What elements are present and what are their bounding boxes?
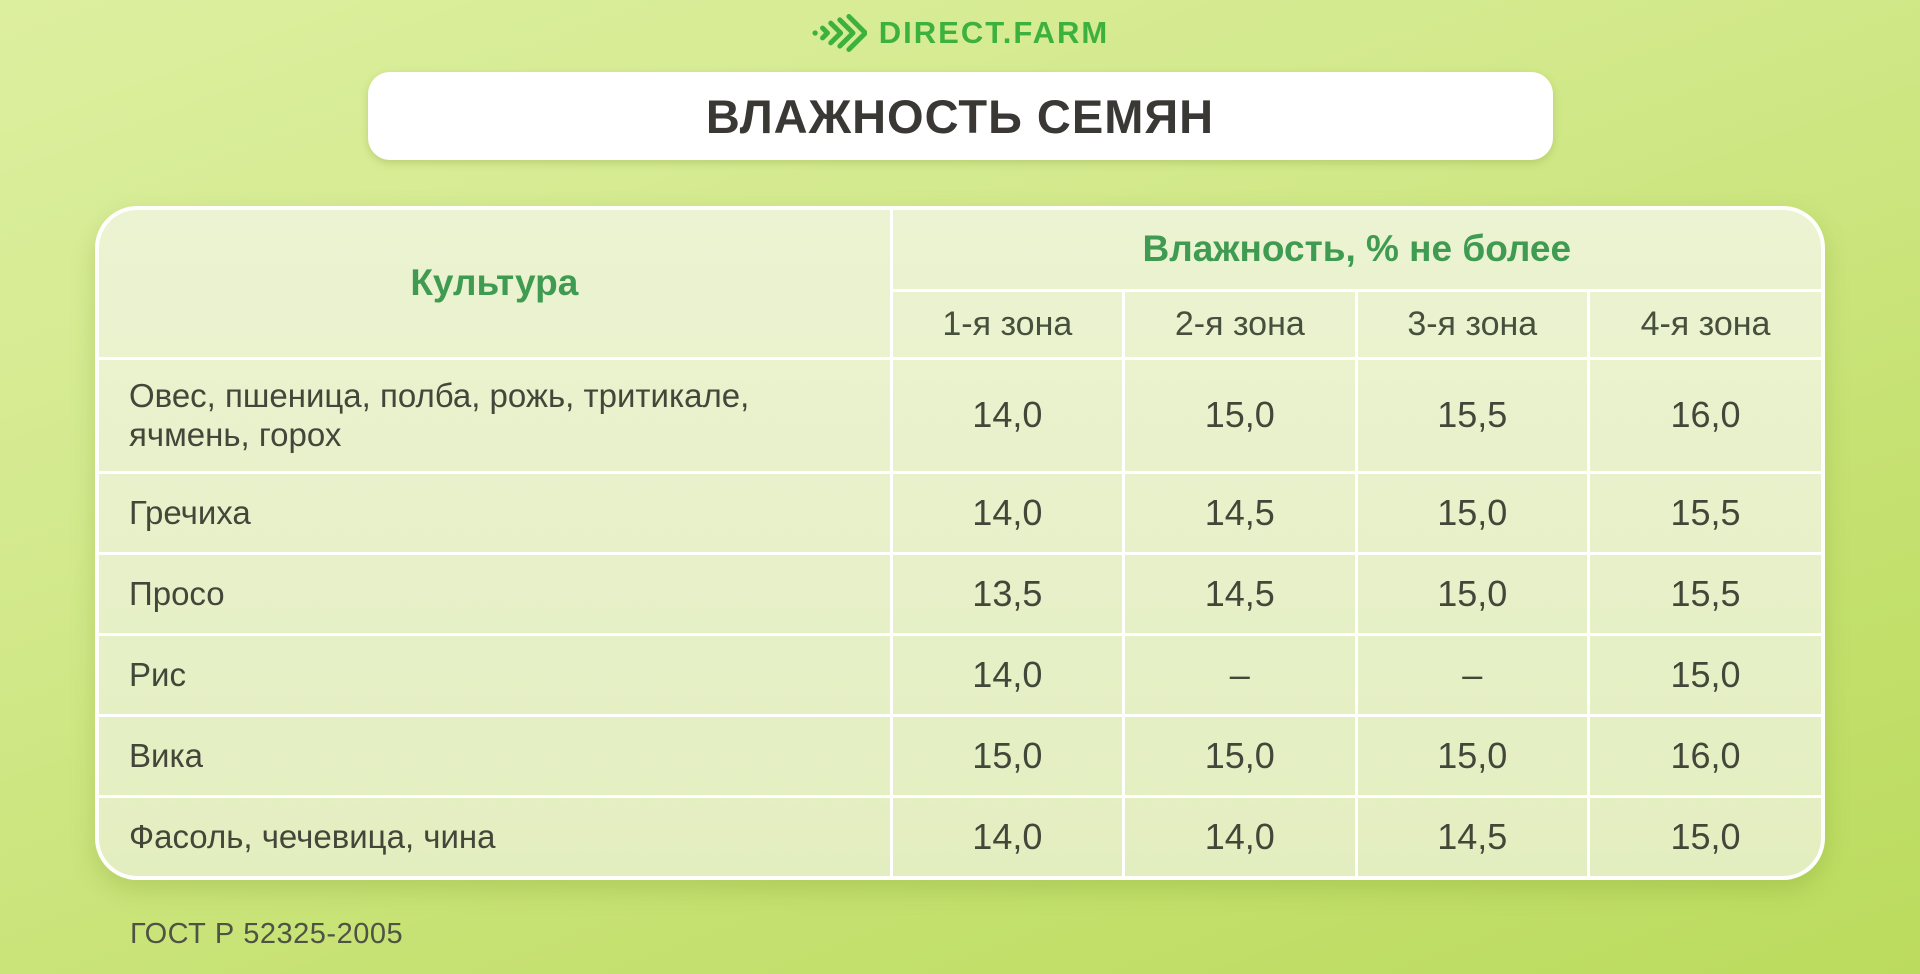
value-cell: 16,0 — [1587, 713, 1821, 798]
table-row: Просо 13,5 14,5 15,0 15,5 — [99, 551, 1821, 636]
value-cell: – — [1122, 632, 1358, 717]
culture-cell: Гречиха — [99, 470, 893, 555]
culture-column-header: Культура — [99, 209, 893, 360]
table-row: Фасоль, чечевица, чина 14,0 14,0 14,5 15… — [99, 794, 1821, 876]
culture-cell: Вика — [99, 713, 893, 798]
value-cell: 14,0 — [889, 356, 1126, 474]
zone-3-header: 3-я зона — [1354, 288, 1591, 360]
culture-cell: Просо — [99, 551, 893, 636]
value-cell: 15,5 — [1587, 551, 1821, 636]
triple-chevron-right-icon — [812, 14, 867, 52]
zone-2-header: 2-я зона — [1122, 288, 1358, 360]
page-title: ВЛАЖНОСТЬ СЕМЯН — [705, 89, 1215, 143]
culture-cell: Рис — [99, 632, 893, 717]
value-cell: 15,0 — [1122, 356, 1358, 474]
value-cell: – — [1354, 632, 1591, 717]
value-cell: 14,5 — [1122, 470, 1358, 555]
zone-4-header: 4-я зона — [1587, 288, 1821, 360]
table-row: Вика 15,0 15,0 15,0 16,0 — [99, 713, 1821, 798]
table-row: Овес, пшеница, полба, рожь, тритикале, я… — [99, 356, 1821, 474]
moisture-table-card: Культура Влажность, % не более 1-я зона … — [95, 206, 1825, 880]
moisture-table: Культура Влажность, % не более 1-я зона … — [99, 209, 1821, 876]
value-cell: 14,0 — [889, 632, 1126, 717]
value-cell: 15,0 — [1354, 470, 1591, 555]
value-cell: 15,0 — [1122, 713, 1358, 798]
value-cell: 14,0 — [889, 794, 1126, 876]
value-cell: 15,0 — [1354, 713, 1591, 798]
value-cell: 15,0 — [1587, 632, 1821, 717]
value-cell: 15,0 — [1587, 794, 1821, 876]
value-cell: 13,5 — [889, 551, 1126, 636]
logo: DIRECT.FARM — [0, 0, 1920, 52]
table-row: Рис 14,0 – – 15,0 — [99, 632, 1821, 717]
value-cell: 14,5 — [1122, 551, 1358, 636]
value-cell: 15,5 — [1354, 356, 1591, 474]
value-cell: 16,0 — [1587, 356, 1821, 474]
value-cell: 14,0 — [889, 470, 1126, 555]
table-row: Гречиха 14,0 14,5 15,0 15,5 — [99, 470, 1821, 555]
zone-1-header: 1-я зона — [889, 288, 1126, 360]
gost-reference: ГОСТ Р 52325-2005 — [130, 917, 404, 950]
value-cell: 14,0 — [1122, 794, 1358, 876]
logo-text: DIRECT.FARM — [878, 15, 1110, 50]
title-banner: ВЛАЖНОСТЬ СЕМЯН — [367, 72, 1553, 160]
table-header-row-2: 1-я зона 2-я зона 3-я зона 4-я зона — [99, 288, 1821, 360]
culture-cell: Фасоль, чечевица, чина — [99, 794, 893, 876]
moisture-group-header: Влажность, % не более — [889, 209, 1821, 292]
value-cell: 15,0 — [889, 713, 1126, 798]
value-cell: 15,0 — [1354, 551, 1591, 636]
table-header-row-1: Культура Влажность, % не более — [99, 209, 1821, 360]
value-cell: 15,5 — [1587, 470, 1821, 555]
value-cell: 14,5 — [1354, 794, 1591, 876]
culture-cell: Овес, пшеница, полба, рожь, тритикале, я… — [99, 356, 893, 474]
